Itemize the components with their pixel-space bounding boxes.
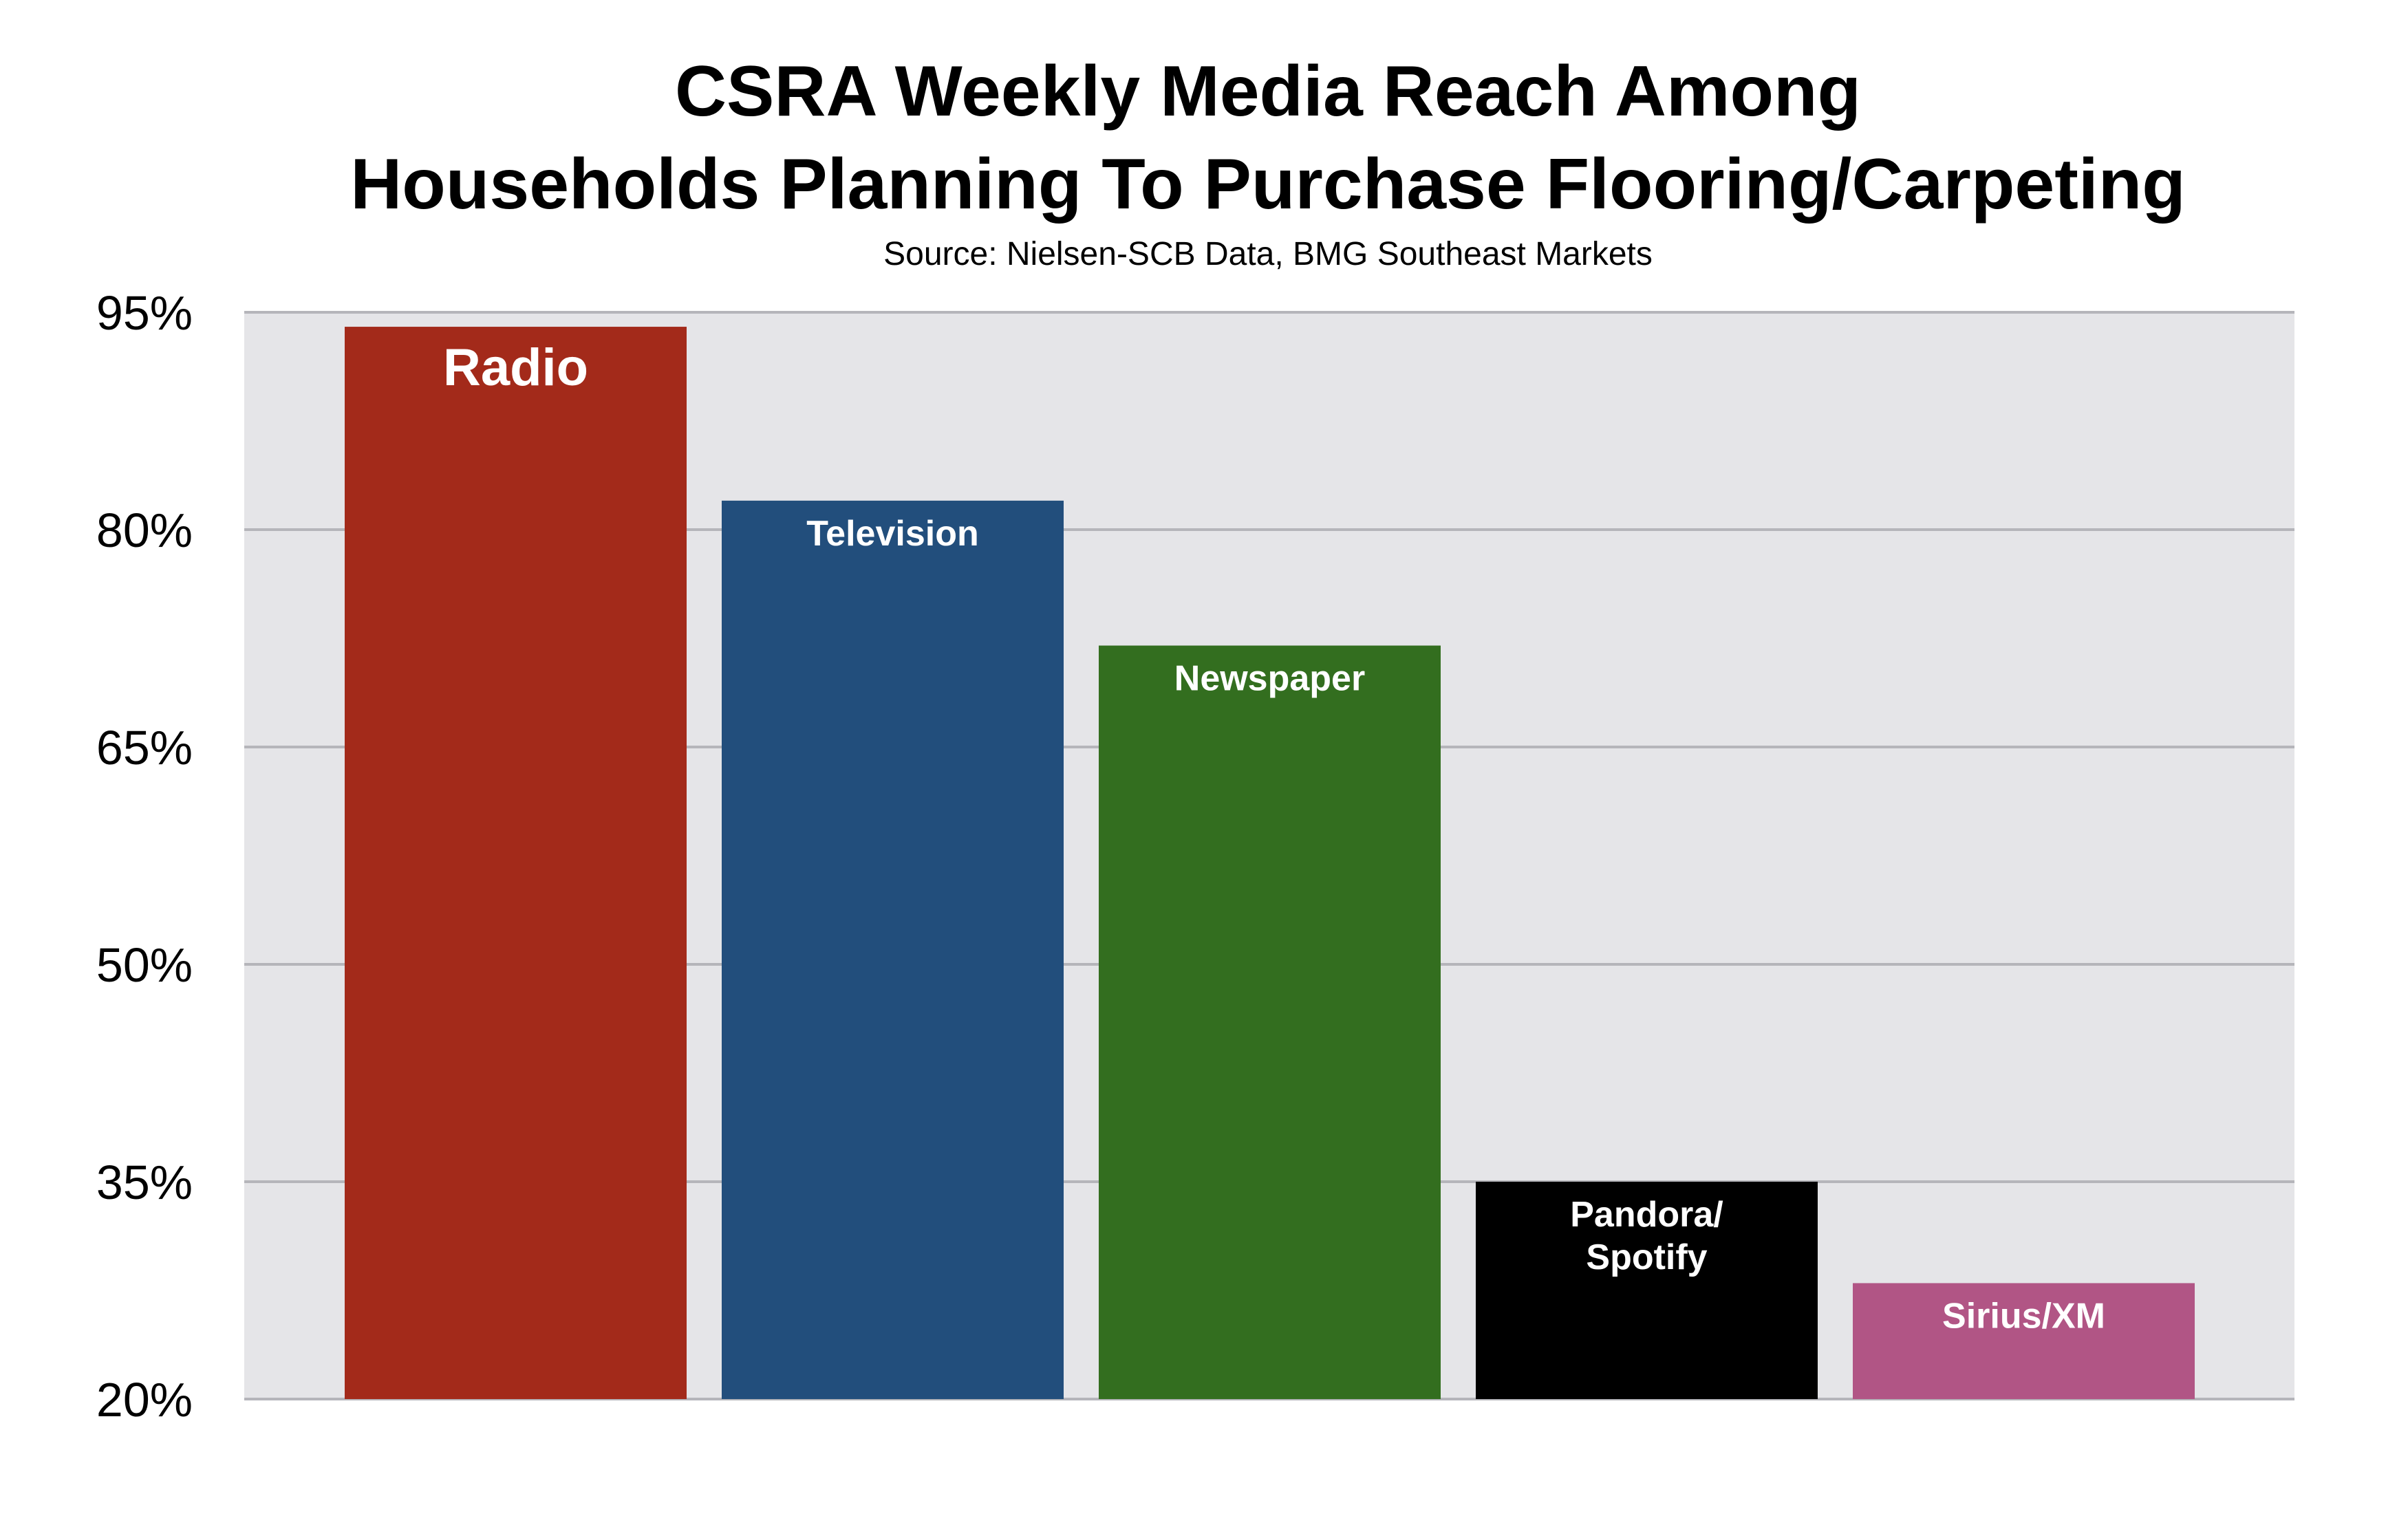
bar-labels: Radio Television Newspaper Pandora/Spotify S… [443,338,2105,1336]
bar-label: Television [806,514,978,554]
y-tick-label: 20% [96,1373,193,1427]
chart-title-line-2: Households Planning To Purchase Flooring… [350,144,2186,224]
y-tick-label: 65% [96,721,193,775]
bar-radio [345,327,687,1400]
y-tick-label: 50% [96,938,193,992]
bar-newspaper [1099,645,1441,1399]
bar-pandora-spotify [1476,1182,1818,1399]
bar-label: Spotify [1586,1237,1707,1277]
bar-sirius-xm [1853,1283,2195,1399]
bar-label: Newspaper [1174,659,1365,699]
chart-subtitle: Source: Nielsen-SCB Data, BMG Southeast … [883,236,1653,272]
bar-label: Pandora/ [1570,1195,1723,1235]
bar-television [722,500,1064,1399]
chart-title-line-1: CSRA Weekly Media Reach Among [675,52,1861,131]
y-tick-label: 35% [96,1156,193,1209]
y-tick-label: 95% [96,286,193,340]
bar-label: Radio [443,338,588,397]
bars [345,327,2195,1400]
y-tick-label: 80% [96,503,193,557]
y-axis-ticks: 20% 35% 50% 65% 80% 95% [96,286,193,1427]
bar-label: Sirius/XM [1942,1296,2105,1336]
